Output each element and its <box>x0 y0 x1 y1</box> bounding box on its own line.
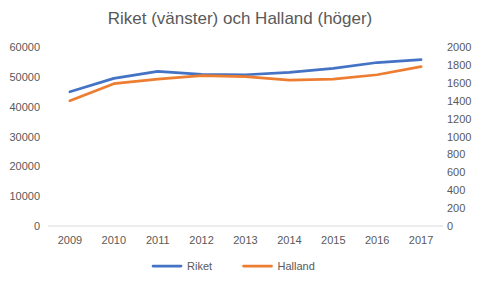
x-tick-label: 2015 <box>321 234 345 246</box>
x-tick-label: 2011 <box>146 234 170 246</box>
y2-tick-label: 400 <box>447 184 465 196</box>
y2-tick-label: 1800 <box>447 59 471 71</box>
legend-swatch <box>153 265 181 268</box>
y2-tick-label: 2000 <box>447 41 471 53</box>
x-tick-label: 2009 <box>58 234 82 246</box>
y2-tick-label: 1600 <box>447 77 471 89</box>
y2-tick-label: 1400 <box>447 95 471 107</box>
y-tick-label: 0 <box>34 220 40 232</box>
legend-swatch <box>244 265 272 268</box>
y2-tick-label: 0 <box>447 220 453 232</box>
title: Riket (vänster) och Halland (höger) <box>108 9 373 28</box>
y-tick-label: 40000 <box>9 101 40 113</box>
plot-area <box>70 60 421 101</box>
background <box>0 0 480 288</box>
x-tick-label: 2014 <box>277 234 301 246</box>
y2-tick-label: 800 <box>447 148 465 160</box>
y-tick-label: 30000 <box>9 131 40 143</box>
x-tick-label: 2016 <box>365 234 389 246</box>
y-tick-label: 50000 <box>9 71 40 83</box>
x-tick-label: 2012 <box>189 234 213 246</box>
chart: Riket (vänster) och Halland (höger) 0 1000… <box>0 0 480 288</box>
y2-tick-label: 1200 <box>447 113 471 125</box>
y-tick-label: 10000 <box>9 190 40 202</box>
x-tick-label: 2017 <box>409 234 433 246</box>
legend-label: Halland <box>278 260 315 272</box>
y2-tick-label: 1000 <box>447 131 471 143</box>
x-axis <box>48 226 443 227</box>
legend-label: Riket <box>187 260 212 272</box>
y2-tick-label: 200 <box>447 202 465 214</box>
y2-tick-label: 600 <box>447 166 465 178</box>
y-tick-label: 60000 <box>9 41 40 53</box>
x-tick-label: 2010 <box>102 234 126 246</box>
series-line <box>70 67 421 101</box>
x-tick-label: 2013 <box>233 234 257 246</box>
y-tick-label: 20000 <box>9 160 40 172</box>
